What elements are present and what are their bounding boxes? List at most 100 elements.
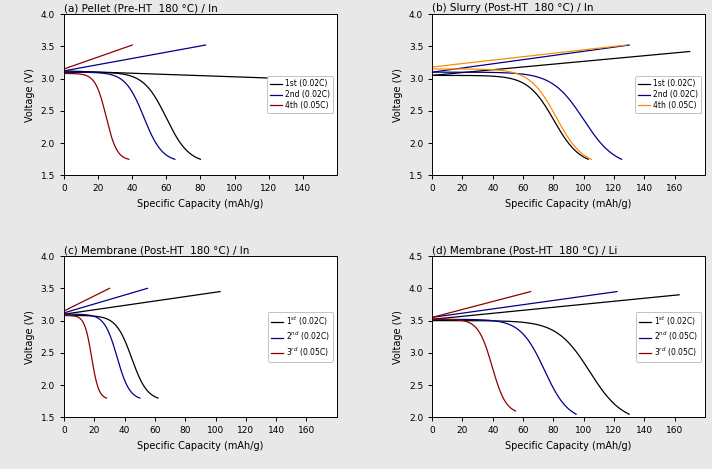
2$^{nd}$ (0.02C) xyxy=(60,311,68,317)
1$^{st}$ (0.02C) xyxy=(117,331,126,337)
3$^{rd}$ (0.05C) xyxy=(85,341,93,347)
3$^{rd}$ (0.05C) xyxy=(85,345,94,351)
X-axis label: Specific Capacity (mAh/g): Specific Capacity (mAh/g) xyxy=(137,441,263,451)
Line: 2nd (0.02C): 2nd (0.02C) xyxy=(432,72,622,159)
2nd (0.02C) xyxy=(429,69,437,75)
3$^{rd}$ (0.05C) xyxy=(503,402,512,408)
1st (0.02C) xyxy=(570,146,578,152)
1$^{st}$ (0.02C) xyxy=(625,411,634,417)
4th (0.05C) xyxy=(587,157,595,162)
1$^{st}$ (0.02C) xyxy=(545,325,553,331)
Text: (a) Pellet (Pre-HT  180 °C) / In: (a) Pellet (Pre-HT 180 °C) / In xyxy=(64,3,218,13)
Legend: 1$^{st}$ (0.02C), 2$^{nd}$ (0.02C), 3$^{rd}$ (0.05C): 1$^{st}$ (0.02C), 2$^{nd}$ (0.02C), 3$^{… xyxy=(268,312,333,362)
1$^{st}$ (0.02C) xyxy=(60,313,68,318)
2nd (0.02C) xyxy=(61,69,69,75)
X-axis label: Specific Capacity (mAh/g): Specific Capacity (mAh/g) xyxy=(506,441,632,451)
2$^{nd}$ (0.05C) xyxy=(428,317,436,322)
1$^{st}$ (0.02C) xyxy=(429,318,437,324)
2$^{nd}$ (0.05C) xyxy=(572,411,580,417)
1st (0.02C) xyxy=(61,69,69,75)
2nd (0.02C) xyxy=(126,86,135,91)
2$^{nd}$ (0.05C) xyxy=(516,328,525,334)
3$^{rd}$ (0.05C) xyxy=(95,389,104,394)
1st (0.02C) xyxy=(429,73,437,78)
3$^{rd}$ (0.05C) xyxy=(477,333,486,339)
3$^{rd}$ (0.05C) xyxy=(60,313,68,318)
2$^{nd}$ (0.02C) xyxy=(105,330,113,335)
4th (0.05C) xyxy=(522,76,530,81)
3$^{rd}$ (0.05C) xyxy=(98,393,107,398)
4th (0.05C) xyxy=(60,71,68,76)
4th (0.05C) xyxy=(523,76,531,81)
1st (0.02C) xyxy=(520,81,529,87)
2$^{nd}$ (0.05C) xyxy=(429,317,437,322)
1st (0.02C) xyxy=(60,69,68,75)
1$^{st}$ (0.02C) xyxy=(545,326,554,332)
Legend: 1st (0.02C), 2nd (0.02C), 4th (0.05C): 1st (0.02C), 2nd (0.02C), 4th (0.05C) xyxy=(635,76,701,113)
4th (0.05C) xyxy=(562,132,570,137)
2$^{nd}$ (0.05C) xyxy=(549,386,557,391)
2$^{nd}$ (0.05C) xyxy=(513,326,522,332)
1st (0.02C) xyxy=(520,82,529,87)
Line: 1st (0.02C): 1st (0.02C) xyxy=(432,76,588,159)
2$^{nd}$ (0.05C) xyxy=(558,400,567,406)
Text: (b) Slurry (Post-HT  180 °C) / In: (b) Slurry (Post-HT 180 °C) / In xyxy=(432,3,594,13)
Line: 4th (0.05C): 4th (0.05C) xyxy=(432,69,591,159)
X-axis label: Specific Capacity (mAh/g): Specific Capacity (mAh/g) xyxy=(506,199,632,209)
3$^{rd}$ (0.05C) xyxy=(60,313,68,318)
2nd (0.02C) xyxy=(60,69,68,75)
4th (0.05C) xyxy=(429,66,437,72)
2nd (0.02C) xyxy=(540,77,549,83)
Line: 2$^{nd}$ (0.05C): 2$^{nd}$ (0.05C) xyxy=(432,319,576,414)
Line: 3$^{rd}$ (0.05C): 3$^{rd}$ (0.05C) xyxy=(64,316,107,398)
2nd (0.02C) xyxy=(587,129,596,135)
1$^{st}$ (0.02C) xyxy=(139,382,147,388)
1st (0.02C) xyxy=(174,138,183,144)
1st (0.02C) xyxy=(196,157,204,162)
Text: (c) Membrane (Post-HT  180 °C) / In: (c) Membrane (Post-HT 180 °C) / In xyxy=(64,245,249,255)
3$^{rd}$ (0.05C) xyxy=(478,334,486,340)
1st (0.02C) xyxy=(141,82,150,87)
4th (0.05C) xyxy=(428,66,436,72)
X-axis label: Specific Capacity (mAh/g): Specific Capacity (mAh/g) xyxy=(137,199,263,209)
1$^{st}$ (0.02C) xyxy=(60,313,68,318)
2nd (0.02C) xyxy=(600,144,608,149)
Line: 3$^{rd}$ (0.05C): 3$^{rd}$ (0.05C) xyxy=(432,319,515,411)
Y-axis label: Voltage (V): Voltage (V) xyxy=(393,310,403,363)
4th (0.05C) xyxy=(100,105,108,110)
1st (0.02C) xyxy=(584,157,592,162)
2$^{nd}$ (0.02C) xyxy=(106,333,115,339)
Line: 1st (0.02C): 1st (0.02C) xyxy=(64,72,200,159)
2$^{nd}$ (0.02C) xyxy=(105,331,113,336)
Y-axis label: Voltage (V): Voltage (V) xyxy=(25,68,35,121)
1st (0.02C) xyxy=(560,134,568,139)
2nd (0.02C) xyxy=(171,157,179,162)
1$^{st}$ (0.02C) xyxy=(154,395,162,401)
1st (0.02C) xyxy=(140,81,149,87)
2nd (0.02C) xyxy=(544,78,553,84)
4th (0.05C) xyxy=(98,100,107,106)
2$^{nd}$ (0.05C) xyxy=(513,326,522,332)
4th (0.05C) xyxy=(525,77,534,83)
2$^{nd}$ (0.02C) xyxy=(135,395,144,401)
4th (0.05C) xyxy=(60,71,68,76)
Y-axis label: Voltage (V): Voltage (V) xyxy=(25,310,35,363)
2$^{nd}$ (0.02C) xyxy=(128,391,137,396)
Text: (d) Membrane (Post-HT  180 °C) / Li: (d) Membrane (Post-HT 180 °C) / Li xyxy=(432,245,617,255)
1$^{st}$ (0.02C) xyxy=(594,382,602,387)
4th (0.05C) xyxy=(115,150,123,156)
2$^{nd}$ (0.02C) xyxy=(124,385,132,390)
2nd (0.02C) xyxy=(125,85,134,91)
1st (0.02C) xyxy=(143,84,152,90)
4th (0.05C) xyxy=(118,154,127,159)
3$^{rd}$ (0.05C) xyxy=(479,337,488,342)
Line: 2nd (0.02C): 2nd (0.02C) xyxy=(64,72,175,159)
2nd (0.02C) xyxy=(160,151,169,156)
1st (0.02C) xyxy=(428,73,436,78)
2$^{nd}$ (0.02C) xyxy=(60,311,68,317)
2nd (0.02C) xyxy=(127,89,136,94)
2nd (0.02C) xyxy=(540,76,548,82)
1$^{st}$ (0.02C) xyxy=(145,390,154,395)
Y-axis label: Voltage (V): Voltage (V) xyxy=(393,68,403,121)
Legend: 1st (0.02C), 2nd (0.02C), 4th (0.05C): 1st (0.02C), 2nd (0.02C), 4th (0.05C) xyxy=(267,76,333,113)
